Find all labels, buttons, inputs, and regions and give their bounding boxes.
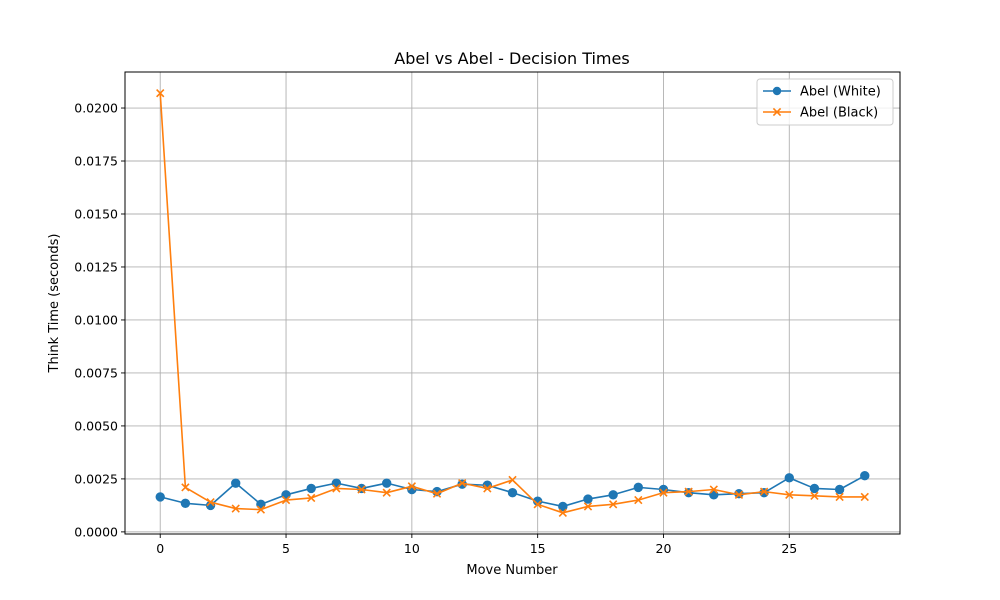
data-point bbox=[206, 498, 215, 507]
x-axis: 0 5 10 15 20 25 bbox=[156, 534, 797, 556]
x-tick-label: 10 bbox=[404, 541, 420, 556]
data-point bbox=[281, 495, 291, 505]
series-black bbox=[156, 89, 869, 517]
y-tick-label: 0.0175 bbox=[74, 154, 118, 169]
data-point bbox=[508, 475, 517, 485]
data-point bbox=[533, 500, 542, 509]
data-point bbox=[155, 492, 165, 502]
data-point bbox=[306, 483, 316, 494]
legend-marker bbox=[772, 107, 782, 117]
data-point bbox=[810, 491, 819, 501]
data-point bbox=[231, 504, 240, 513]
data-point bbox=[608, 500, 618, 509]
data-point bbox=[734, 490, 744, 499]
plot-area bbox=[125, 72, 900, 534]
data-point bbox=[633, 482, 644, 493]
data-point bbox=[684, 487, 693, 496]
data-point bbox=[809, 483, 820, 494]
data-point bbox=[231, 478, 241, 488]
data-point bbox=[860, 471, 870, 481]
y-axis: 0.0000 0.0025 0.0050 0.0075 0.0100 0.0125 0.01… bbox=[74, 101, 125, 539]
data-point bbox=[483, 484, 492, 493]
data-point bbox=[307, 493, 316, 503]
data-point bbox=[507, 487, 518, 498]
y-tick-label: 0.0150 bbox=[74, 206, 118, 221]
data-point bbox=[784, 473, 794, 483]
data-point bbox=[759, 487, 769, 496]
data-point bbox=[432, 489, 442, 498]
x-axis-title: Move Number bbox=[466, 563, 558, 578]
data-point bbox=[558, 508, 567, 517]
data-point bbox=[256, 505, 266, 514]
data-point bbox=[634, 495, 643, 505]
legend: Abel (White) Abel (Black) bbox=[756, 78, 894, 126]
y-tick-label: 0.0100 bbox=[74, 312, 118, 327]
data-point bbox=[407, 482, 417, 491]
data-point bbox=[608, 490, 618, 500]
y-tick-label: 0.0050 bbox=[74, 418, 118, 433]
chart-title: Abel vs Abel - Decision Times bbox=[394, 49, 629, 68]
series-layer bbox=[155, 89, 870, 517]
data-point bbox=[709, 485, 718, 494]
x-tick-label: 0 bbox=[156, 541, 164, 556]
x-tick-label: 15 bbox=[530, 541, 546, 556]
plot-frame bbox=[124, 71, 901, 535]
data-point bbox=[181, 483, 190, 492]
data-point bbox=[835, 492, 844, 502]
x-tick-label: 5 bbox=[282, 541, 290, 556]
y-tick-label: 0.0025 bbox=[74, 471, 118, 486]
y-axis-title: Think Time (seconds) bbox=[47, 234, 62, 374]
y-tick-label: 0.0200 bbox=[74, 101, 118, 116]
y-tick-label: 0.0125 bbox=[74, 259, 118, 274]
data-point bbox=[382, 488, 391, 497]
legend-label: Abel (White) bbox=[800, 85, 881, 100]
data-point bbox=[860, 492, 869, 502]
grid-lines bbox=[125, 72, 900, 534]
legend-item: Abel (White) bbox=[763, 85, 881, 100]
y-tick-label: 0.0000 bbox=[74, 524, 118, 539]
data-point bbox=[381, 478, 392, 488]
legend-label: Abel (Black) bbox=[800, 106, 878, 121]
data-point bbox=[834, 484, 845, 495]
data-point bbox=[583, 494, 593, 504]
x-tick-label: 20 bbox=[656, 541, 672, 556]
legend-marker bbox=[772, 86, 782, 96]
legend-item: Abel (Black) bbox=[763, 106, 878, 121]
data-point bbox=[180, 498, 191, 508]
data-point bbox=[156, 89, 165, 98]
data-point bbox=[332, 484, 341, 493]
x-tick-label: 25 bbox=[781, 541, 797, 556]
data-point bbox=[357, 485, 366, 494]
data-point bbox=[583, 502, 593, 511]
data-point bbox=[558, 501, 568, 512]
data-point bbox=[659, 488, 668, 497]
data-point bbox=[458, 478, 467, 488]
y-tick-label: 0.0075 bbox=[74, 365, 118, 380]
data-point bbox=[785, 490, 794, 499]
